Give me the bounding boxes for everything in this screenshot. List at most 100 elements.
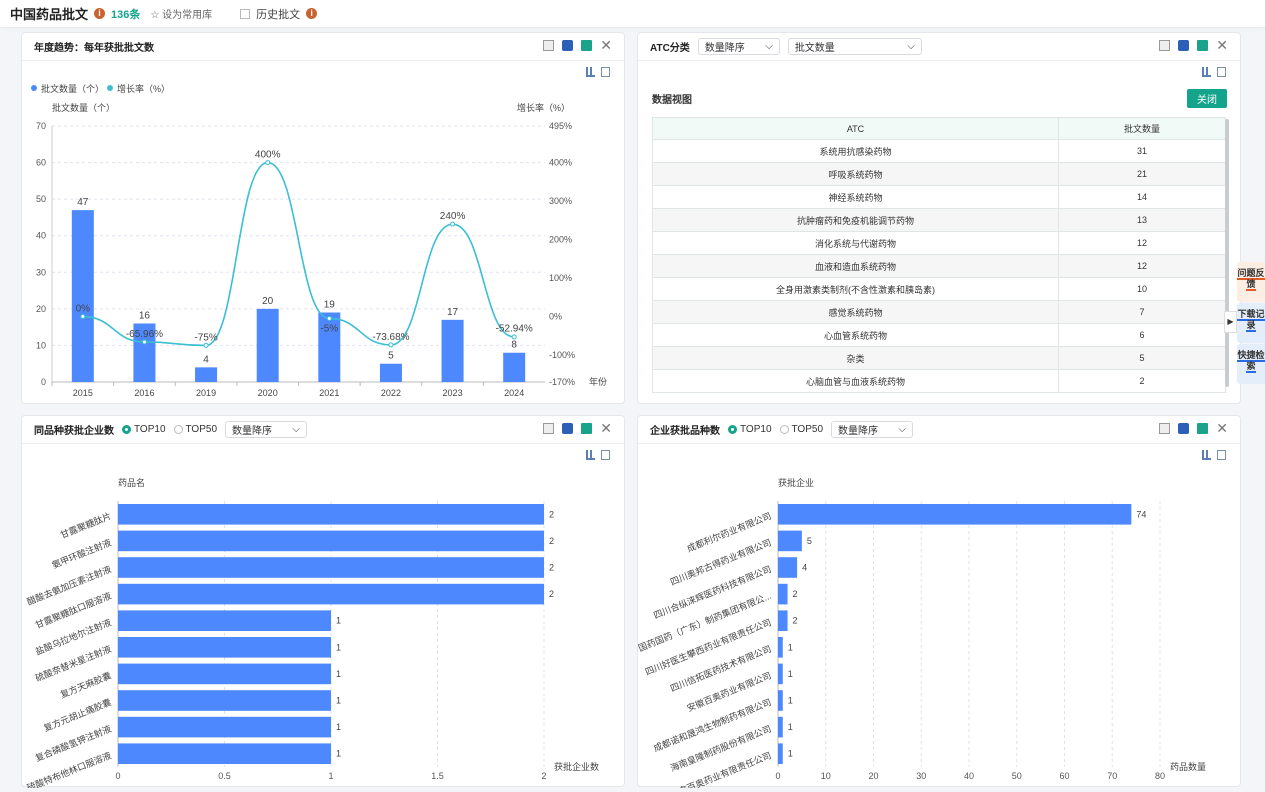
- close-data-view-button[interactable]: 关闭: [1187, 89, 1227, 108]
- excel-export-icon[interactable]: [562, 423, 574, 434]
- side-tab-feedback[interactable]: 问题反馈: [1237, 262, 1265, 302]
- bar: [118, 530, 544, 552]
- x-tick-label: 1: [328, 771, 333, 781]
- excel-export-icon[interactable]: [1178, 423, 1190, 434]
- bar-value-label: 5: [807, 536, 812, 546]
- sort-select-value: 数量降序: [838, 426, 878, 437]
- bar: [778, 690, 783, 711]
- y-tick-label: 20: [36, 304, 46, 314]
- y-tick-label: 10: [36, 340, 46, 350]
- x-tick-label: 2: [541, 771, 546, 781]
- data-view-icon[interactable]: [601, 67, 610, 77]
- chevron-down-icon: ⌵: [292, 424, 300, 435]
- x-tick-label: 2020: [258, 388, 278, 398]
- image-export-icon[interactable]: [1197, 423, 1209, 434]
- bar-value-label: 2: [793, 589, 798, 599]
- collapse-sidebar-button[interactable]: ▶: [1224, 311, 1237, 333]
- growth-point: [450, 221, 456, 227]
- fullscreen-icon[interactable]: [1159, 40, 1171, 51]
- bar: [118, 637, 331, 658]
- excel-export-icon[interactable]: [562, 40, 574, 51]
- top50-radio[interactable]: TOP50: [779, 424, 824, 435]
- side-tab-quick-search[interactable]: 快捷检索: [1237, 344, 1265, 384]
- close-icon[interactable]: ✕: [600, 37, 612, 53]
- x-tick-label: 10: [821, 771, 831, 781]
- bar-chart-icon[interactable]: [1202, 450, 1211, 460]
- info-icon[interactable]: i: [94, 8, 106, 19]
- sort-select[interactable]: 数量降序 ⌵: [831, 421, 913, 438]
- image-export-icon[interactable]: [581, 40, 593, 51]
- history-checkbox[interactable]: [240, 8, 251, 19]
- legend-marker: [31, 85, 37, 91]
- bar: [778, 637, 783, 658]
- side-tab-downloads[interactable]: 下载记录: [1237, 303, 1265, 343]
- column-header: 批文数量: [1058, 117, 1226, 140]
- history-label: 历史批文: [256, 8, 301, 21]
- close-icon[interactable]: ✕: [1216, 420, 1228, 436]
- y2-tick-label: 100%: [549, 273, 572, 283]
- data-view-icon[interactable]: [601, 450, 610, 460]
- fullscreen-icon[interactable]: [543, 40, 555, 51]
- data-view-icon[interactable]: [1217, 67, 1226, 77]
- radio-label: TOP50: [791, 424, 824, 435]
- x-tick-label: 0: [115, 771, 120, 781]
- bar-chart-icon[interactable]: [586, 67, 595, 77]
- trend-chart: 批文数量（个） 增长率（%）批文数量（个） 增长率（%）01020304050607…: [31, 83, 607, 398]
- bar-value-label: 17: [447, 307, 459, 318]
- metric-select[interactable]: 批文数量 ⌵: [787, 38, 922, 55]
- close-icon[interactable]: ✕: [1216, 37, 1228, 53]
- x-tick-label: 30: [916, 771, 926, 781]
- top50-radio[interactable]: TOP50: [173, 424, 217, 435]
- x-axis-title: 药品数量: [1170, 761, 1206, 772]
- data-view-icon[interactable]: [1217, 450, 1226, 460]
- fullscreen-icon[interactable]: [1159, 423, 1171, 434]
- close-icon[interactable]: ✕: [600, 420, 612, 436]
- excel-export-icon[interactable]: [1178, 40, 1190, 51]
- bar-value-label: 19: [324, 300, 336, 311]
- bar-value-label: 20: [262, 296, 274, 307]
- table-row: 杂类 5: [652, 346, 1226, 370]
- data-view-title: 数据视图: [652, 95, 692, 106]
- top10-radio[interactable]: TOP10: [728, 424, 772, 435]
- table-row: 心血管系统药物 6: [652, 323, 1226, 347]
- annual-trend-panel: 年度趋势：每年获批批文数 ✕ 批文数量（个） 增长率（%） 批文数量（个） 增长率（%…: [21, 32, 625, 404]
- set-favorite-button[interactable]: ☆ 设为常用库: [150, 6, 212, 21]
- top10-radio[interactable]: TOP10: [122, 424, 166, 435]
- atc-cell: 全身用激素类制剂(不含性激素和胰岛素): [652, 277, 1059, 301]
- growth-point: [141, 339, 147, 345]
- panel-title: 年度趋势：每年获批批文数: [34, 43, 154, 54]
- bar-value-label: 4: [802, 563, 807, 573]
- bar: [118, 557, 544, 578]
- bar-chart-icon[interactable]: [586, 450, 595, 460]
- metric-select-value: 批文数量: [794, 43, 835, 54]
- y-tick-label: 40: [36, 231, 46, 241]
- column-header: ATC: [652, 117, 1059, 140]
- table-row: 呼吸系统药物 21: [652, 162, 1226, 186]
- table-row: 系统用抗感染药物 31: [652, 139, 1226, 163]
- sort-select[interactable]: 数量降序 ⌵: [225, 421, 307, 438]
- bar: [118, 663, 331, 685]
- y2-tick-label: -170%: [549, 377, 575, 387]
- image-export-icon[interactable]: [581, 423, 593, 434]
- bar-value-label: 74: [1136, 509, 1146, 519]
- bar: [778, 504, 1132, 525]
- count-cell: 13: [1058, 208, 1226, 232]
- x-tick-label: 50: [1012, 771, 1022, 781]
- fullscreen-icon[interactable]: [543, 423, 555, 434]
- bar-chart-icon[interactable]: [1202, 67, 1211, 77]
- table-scrollbar[interactable]: [1225, 119, 1229, 387]
- y-category-label: 复方天麻胶囊: [59, 670, 113, 700]
- image-export-icon[interactable]: [1197, 40, 1209, 51]
- growth-point: [511, 334, 517, 340]
- atc-panel: ATC分类 数量降序 ⌵ 批文数量 ⌵ ✕ 数据视图 关闭 ATC 批文数量 系统用抗…: [637, 32, 1241, 404]
- atc-cell: 杂类: [652, 346, 1059, 370]
- growth-label: 0%: [76, 304, 91, 315]
- y2-axis-title: 增长率（%）: [517, 102, 570, 113]
- growth-point: [326, 315, 332, 321]
- bar-value-label: 1: [788, 749, 793, 759]
- y-tick-label: 70: [36, 121, 46, 131]
- sort-select[interactable]: 数量降序 ⌵: [697, 38, 780, 55]
- info-icon[interactable]: i: [306, 8, 318, 19]
- y2-tick-label: 495%: [549, 121, 572, 131]
